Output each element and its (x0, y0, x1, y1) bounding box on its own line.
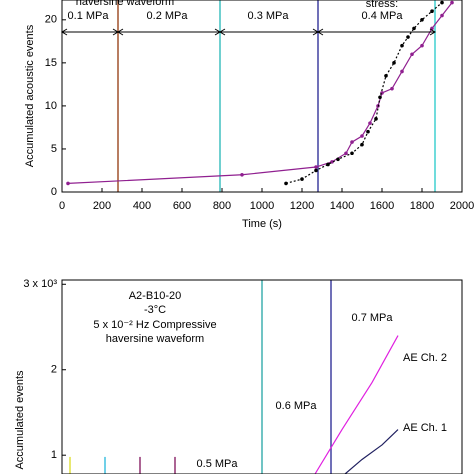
x-tick-label: 200 (93, 200, 111, 212)
annotation: AE Ch. 1 (403, 422, 447, 434)
point (326, 162, 330, 167)
point (420, 18, 424, 22)
point (240, 172, 244, 177)
point (400, 43, 404, 48)
series-line (67, 2, 453, 184)
y-axis-label: Accumulated events (14, 370, 26, 470)
point (390, 86, 394, 91)
point (344, 151, 348, 156)
point (360, 142, 364, 147)
annotation: 0.7 MPa (352, 312, 394, 324)
x-tick-label: 800 (213, 200, 231, 212)
y-tick-label: 2 (51, 364, 57, 376)
arrow (61, 28, 119, 36)
series-line (344, 429, 399, 474)
y-axis-label: Accumulated acoustic events (24, 24, 36, 167)
y-tick-label: 15 (45, 57, 57, 69)
point (412, 26, 416, 31)
x-tick-label: 400 (133, 200, 151, 212)
x-tick-label: 600 (173, 200, 191, 212)
arrow (219, 28, 319, 36)
y-tick-label: 5 (51, 143, 57, 155)
annotation: 0.4 MPa (362, 10, 404, 22)
point (366, 129, 370, 134)
y-tick-label: 10 (45, 100, 57, 112)
annotation: 0.5 MPa (197, 458, 239, 470)
series-line (314, 335, 399, 474)
plot (66, 0, 454, 192)
point (284, 181, 288, 186)
x-tick-label: 2000 (450, 200, 474, 212)
point (336, 157, 340, 162)
y-tick-label: 3 x 10³ (23, 278, 57, 290)
x-tick-label: 0 (59, 200, 65, 212)
point (350, 151, 354, 156)
x-tick-label: 1800 (410, 200, 434, 212)
y-tick-label: 1 (51, 449, 57, 461)
point (392, 61, 396, 65)
plot-frame (61, 0, 463, 193)
point (368, 121, 372, 125)
x-axis-label: Time (s) (242, 218, 282, 230)
x-tick-label: 1600 (370, 200, 394, 212)
plot (69, 280, 399, 474)
annotation: AE Ch. 2 (403, 352, 447, 364)
x-tick-label: 1400 (330, 200, 354, 212)
point (314, 168, 318, 173)
point (450, 0, 454, 5)
annotation: haversine waveform (106, 333, 204, 345)
point (440, 0, 444, 5)
point (384, 73, 388, 78)
annotation: 0.6 MPa (276, 400, 318, 412)
point (440, 13, 444, 18)
annotation: 5 x 10⁻² Hz Compressive (93, 319, 216, 331)
series-line (285, 2, 443, 184)
annotation: stress: (366, 0, 398, 10)
y-tick-label: 20 (45, 14, 57, 26)
point (378, 95, 382, 100)
x-tick-label: 1200 (290, 200, 314, 212)
point (400, 69, 404, 74)
point (350, 140, 354, 144)
point (374, 117, 378, 121)
y-tick-label: 0 (51, 186, 57, 198)
point (300, 177, 304, 181)
x-tick-label: 1000 (250, 200, 274, 212)
point (430, 9, 434, 13)
annotation: -3°C (144, 304, 166, 316)
arrow (317, 28, 436, 36)
annotation: haversine waveform (76, 0, 174, 8)
arrow (117, 28, 221, 36)
annotation: A2-B10-20 (129, 290, 182, 302)
point (360, 134, 364, 138)
annotation: 0.1 MPa (68, 10, 110, 22)
annotation: 0.2 MPa (147, 10, 189, 22)
point (410, 52, 414, 57)
point (66, 181, 70, 186)
point (314, 165, 318, 169)
annotation: 0.3 MPa (248, 10, 290, 22)
point (420, 43, 424, 48)
plot-frame (61, 279, 463, 474)
point (406, 35, 410, 39)
